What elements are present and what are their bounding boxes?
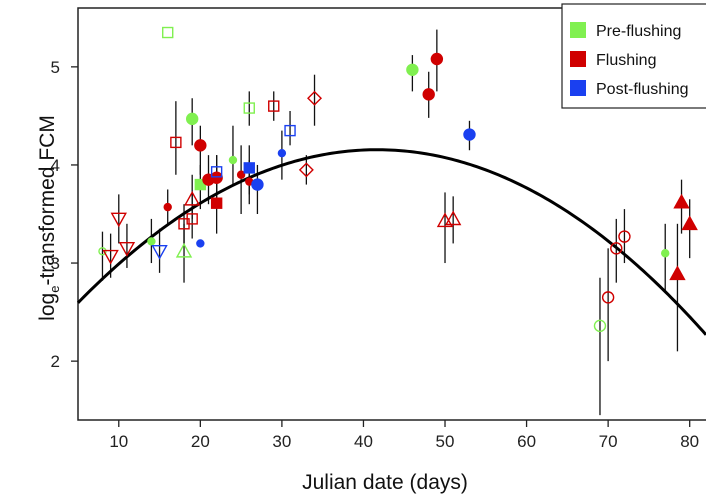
point-circle — [610, 242, 623, 255]
point-circle — [422, 88, 435, 101]
x-tick-label: 70 — [599, 432, 618, 451]
x-tick-label: 30 — [272, 432, 291, 451]
point-circle — [163, 202, 172, 212]
legend-swatch-pre-flushing — [570, 22, 586, 38]
legend: Pre-flushing Flushing Post-flushing — [561, 3, 706, 109]
point-circle — [277, 148, 287, 158]
point-circle — [406, 63, 419, 77]
y-axis-title: loge-transformed FCM — [36, 115, 62, 321]
y-tick-label: 2 — [51, 352, 60, 371]
y-tick-label: 5 — [51, 58, 60, 77]
legend-swatch-post-flushing — [570, 80, 586, 96]
point-square — [162, 26, 174, 39]
ticks-layer: 10 20 30 40 50 60 70 80 2 3 4 5 — [51, 58, 700, 451]
point-triangle-up — [673, 193, 690, 209]
legend-label-pre-flushing: Pre-flushing — [596, 23, 681, 40]
y-tick-label: 3 — [51, 254, 60, 273]
point-square — [268, 100, 280, 112]
point-square — [210, 166, 223, 178]
point-circle — [251, 178, 264, 191]
point-circle — [236, 170, 246, 179]
point-triangle-up — [681, 215, 698, 231]
point-triangle-down — [118, 242, 136, 257]
point-diamond — [298, 162, 314, 178]
point-square — [210, 197, 223, 209]
point-circle — [601, 291, 615, 304]
data-layer — [76, 26, 706, 416]
point-circle — [194, 139, 207, 152]
point-square — [243, 102, 255, 114]
x-tick-label: 40 — [354, 432, 373, 451]
point-triangle-up — [183, 190, 201, 206]
point-circle — [185, 112, 199, 126]
point-diamond — [307, 90, 323, 106]
legend-label-flushing: Flushing — [596, 52, 656, 69]
point-square — [186, 213, 198, 225]
point-triangle-up — [175, 242, 193, 258]
y-tick-label: 4 — [51, 156, 60, 175]
point-circle — [210, 171, 223, 184]
point-circle — [196, 239, 205, 248]
point-circle — [618, 230, 631, 243]
legend-label-post-flushing: Post-flushing — [596, 81, 689, 98]
point-circle — [228, 155, 238, 165]
point-circle — [430, 52, 444, 66]
point-circle — [147, 237, 156, 246]
point-circle — [661, 249, 670, 258]
point-triangle-down — [151, 244, 168, 260]
x-tick-label: 20 — [191, 432, 210, 451]
x-tick-label: 10 — [109, 432, 128, 451]
x-axis-title: Julian date (days) — [302, 471, 468, 494]
point-square — [170, 136, 182, 149]
point-circle — [463, 128, 476, 141]
fit-curve — [76, 148, 706, 336]
y-axis-title-prefix: log — [36, 293, 59, 321]
legend-swatch-flushing — [570, 51, 586, 67]
point-circle — [593, 319, 607, 333]
y-axis-title-suffix: -transformed FCM — [36, 115, 59, 285]
point-triangle-up — [669, 265, 686, 281]
point-triangle-down — [110, 212, 127, 228]
plot-frame — [77, 7, 706, 421]
x-tick-label: 60 — [517, 432, 536, 451]
y-axis-title-subscript: e — [47, 286, 62, 293]
point-triangle-down — [102, 249, 119, 265]
x-tick-label: 50 — [436, 432, 455, 451]
point-square — [284, 124, 296, 137]
point-square — [243, 162, 255, 174]
x-tick-label: 80 — [680, 432, 699, 451]
point-triangle-up — [444, 210, 462, 226]
